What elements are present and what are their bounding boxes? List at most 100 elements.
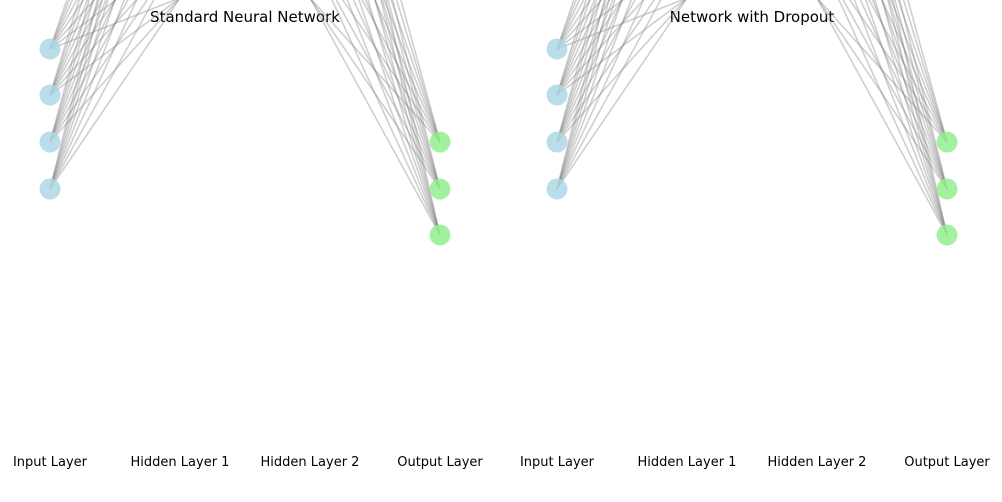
connection-line: [556, 0, 606, 190]
connection-line: [374, 0, 441, 190]
connection-line: [335, 0, 441, 190]
connection-line: [383, 0, 441, 143]
connection-line: [49, 0, 178, 50]
connection-line: [556, 0, 687, 190]
connection-line: [556, 0, 645, 96]
connection-line: [49, 0, 107, 143]
connection-line: [556, 0, 596, 96]
connection-line: [907, 0, 948, 143]
connection-line: [902, 0, 948, 143]
connection-line: [817, 0, 948, 236]
connection-line: [49, 0, 95, 96]
connection-line: [556, 0, 585, 50]
connection-line: [888, 0, 948, 190]
connection-line: [400, 0, 441, 143]
connection-line: [49, 0, 126, 190]
layer-label-hidden-2: Hidden Layer 2: [261, 455, 360, 470]
layer-label-hidden-1: Hidden Layer 1: [131, 455, 230, 470]
connection-line: [894, 0, 948, 190]
input-node: [546, 38, 568, 60]
standard-network-panel: Standard Neural Network Input Layer Hidd…: [13, 0, 483, 470]
input-node: [39, 38, 61, 60]
connection-line: [381, 0, 441, 190]
layer-label-hidden-1: Hidden Layer 1: [638, 455, 737, 470]
connection-line: [387, 0, 441, 190]
layer-label-hidden-2: Hidden Layer 2: [768, 455, 867, 470]
connection-line: [374, 0, 441, 236]
connection-line: [49, 0, 74, 50]
layer-label-output: Output Layer: [397, 455, 483, 470]
connection-line: [881, 0, 948, 236]
connection-line: [374, 0, 441, 143]
connection-line: [310, 0, 441, 236]
connection-line: [331, 0, 441, 236]
layer-label-input: Input Layer: [13, 455, 88, 470]
output-node: [429, 178, 451, 200]
connection-line: [887, 0, 948, 236]
connection-line: [556, 0, 611, 96]
connection-line: [556, 0, 616, 190]
connection-line: [49, 0, 179, 96]
nodes-group: [39, 38, 451, 246]
connection-line: [49, 0, 90, 143]
input-node: [546, 131, 568, 153]
output-node: [936, 178, 958, 200]
output-node: [429, 131, 451, 153]
connection-line: [556, 0, 602, 143]
connection-line: [556, 0, 623, 190]
connection-line: [310, 0, 441, 190]
connection-line: [874, 0, 948, 236]
input-node: [546, 178, 568, 200]
connection-line: [556, 0, 623, 96]
connections-group: [556, 0, 948, 236]
input-node: [39, 178, 61, 200]
connection-line: [556, 0, 686, 96]
connection-line: [49, 0, 99, 190]
connection-line: [556, 0, 633, 190]
connection-line: [556, 0, 636, 143]
connection-line: [859, 0, 948, 190]
connection-line: [49, 0, 138, 96]
connection-line: [556, 0, 591, 96]
connection-line: [556, 0, 587, 96]
output-node: [936, 224, 958, 246]
connection-line: [817, 0, 948, 143]
connection-line: [49, 0, 180, 143]
connection-line: [556, 0, 581, 50]
connection-line: [390, 0, 441, 143]
connection-line: [49, 0, 129, 143]
connection-line: [853, 0, 948, 236]
connection-line: [556, 0, 685, 50]
dropout-network-panel: Network with Dropout Input Layer Hidden …: [520, 0, 990, 470]
connection-line: [49, 0, 78, 50]
input-node: [39, 131, 61, 153]
connection-line: [556, 0, 592, 50]
connection-line: [358, 0, 441, 236]
connection-line: [49, 0, 96, 50]
connection-line: [556, 0, 602, 96]
connection-line: [49, 0, 149, 143]
input-node: [546, 84, 568, 106]
connection-line: [49, 0, 100, 143]
connection-line: [556, 0, 662, 190]
connection-line: [881, 0, 948, 190]
connection-line: [892, 0, 948, 236]
nodes-group: [546, 38, 958, 246]
connection-line: [848, 0, 948, 143]
connection-line: [310, 0, 441, 143]
connection-line: [817, 0, 948, 190]
connection-line: [556, 0, 597, 143]
connection-line: [881, 0, 948, 143]
connection-line: [49, 0, 80, 96]
connection-line: [556, 0, 614, 143]
connection-line: [556, 0, 603, 50]
connections-group: [49, 0, 441, 236]
connection-line: [898, 0, 948, 190]
connection-line: [865, 0, 948, 236]
connection-line: [556, 0, 645, 190]
connection-line: [361, 0, 441, 143]
connection-line: [380, 0, 441, 236]
output-node: [936, 131, 958, 153]
connection-line: [49, 0, 95, 143]
connection-line: [49, 0, 116, 190]
